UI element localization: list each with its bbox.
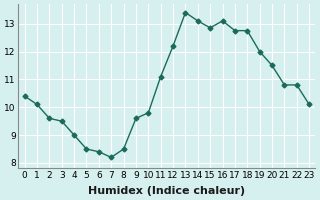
X-axis label: Humidex (Indice chaleur): Humidex (Indice chaleur) bbox=[88, 186, 245, 196]
